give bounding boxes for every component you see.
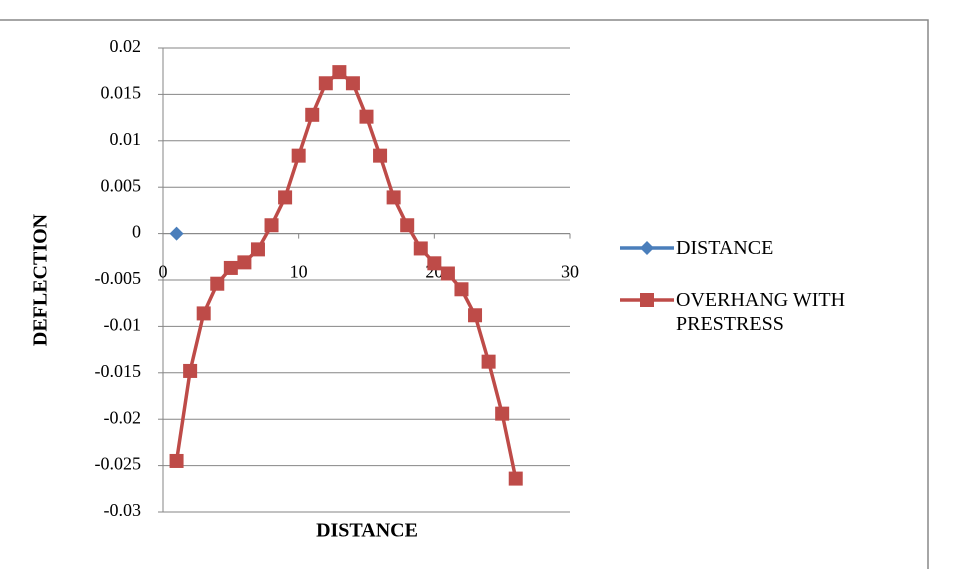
legend: DISTANCE OVERHANG WITH PRESTRESS [618, 236, 868, 364]
point [332, 65, 347, 80]
point [291, 148, 306, 163]
point [481, 354, 496, 369]
point [223, 260, 238, 275]
point [508, 471, 523, 486]
point [210, 276, 225, 291]
point [640, 241, 654, 255]
point [454, 282, 469, 297]
y-tick-label: -0.005 [95, 268, 142, 288]
point [359, 109, 374, 124]
point [427, 256, 442, 271]
x-tick-label: 10 [290, 262, 308, 282]
y-axis-title: DEFLECTION [30, 213, 52, 346]
legend-item: OVERHANG WITH PRESTRESS [618, 288, 868, 336]
point [237, 255, 252, 270]
point [318, 76, 333, 91]
chart-border [0, 19, 929, 569]
point [278, 190, 293, 205]
point [373, 148, 388, 163]
y-tick-label: -0.01 [104, 315, 142, 335]
point [196, 306, 211, 321]
legend-item: DISTANCE [618, 236, 868, 260]
point [250, 242, 265, 257]
y-tick-label: -0.02 [104, 407, 142, 427]
legend-swatch [620, 241, 674, 255]
y-tick-label: 0.015 [101, 83, 142, 103]
series-line [174, 69, 518, 479]
legend-label: DISTANCE [676, 237, 774, 259]
point [305, 107, 320, 122]
point [400, 218, 415, 233]
y-tick-label: -0.015 [95, 361, 142, 381]
point [264, 218, 279, 233]
point [386, 190, 401, 205]
point [169, 226, 184, 241]
x-tick-label: 30 [561, 262, 579, 282]
point [495, 406, 510, 421]
point [640, 293, 654, 307]
point [183, 363, 198, 378]
x-axis-title: DISTANCE [316, 520, 418, 542]
point [413, 241, 428, 256]
y-tick-label: -0.025 [95, 454, 142, 474]
y-tick-label: 0.02 [110, 36, 142, 56]
y-tick-label: -0.03 [104, 500, 142, 520]
x-tick-label: 0 [159, 262, 168, 282]
point [440, 266, 455, 281]
legend-label: OVERHANG WITH PRESTRESS [676, 289, 846, 335]
y-tick-label: 0 [132, 222, 141, 242]
point [169, 453, 184, 468]
y-tick-label: 0.005 [101, 175, 142, 195]
point [468, 308, 483, 323]
y-tick-label: 0.01 [110, 129, 142, 149]
point [345, 76, 360, 91]
legend-swatch [620, 293, 674, 307]
